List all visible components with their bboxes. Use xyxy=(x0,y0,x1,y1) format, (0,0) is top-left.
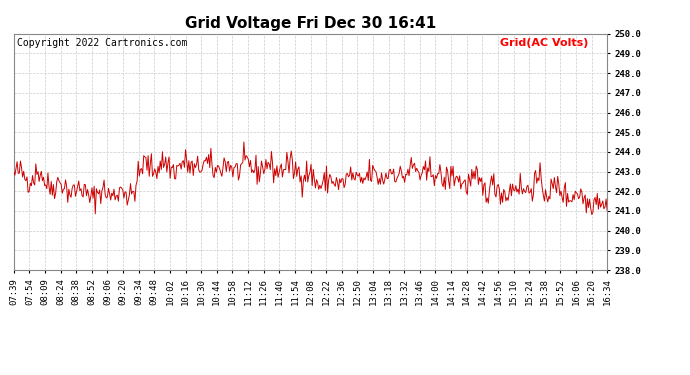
Title: Grid Voltage Fri Dec 30 16:41: Grid Voltage Fri Dec 30 16:41 xyxy=(185,16,436,31)
Text: Copyright 2022 Cartronics.com: Copyright 2022 Cartronics.com xyxy=(17,39,187,48)
Text: Grid(AC Volts): Grid(AC Volts) xyxy=(500,39,589,48)
